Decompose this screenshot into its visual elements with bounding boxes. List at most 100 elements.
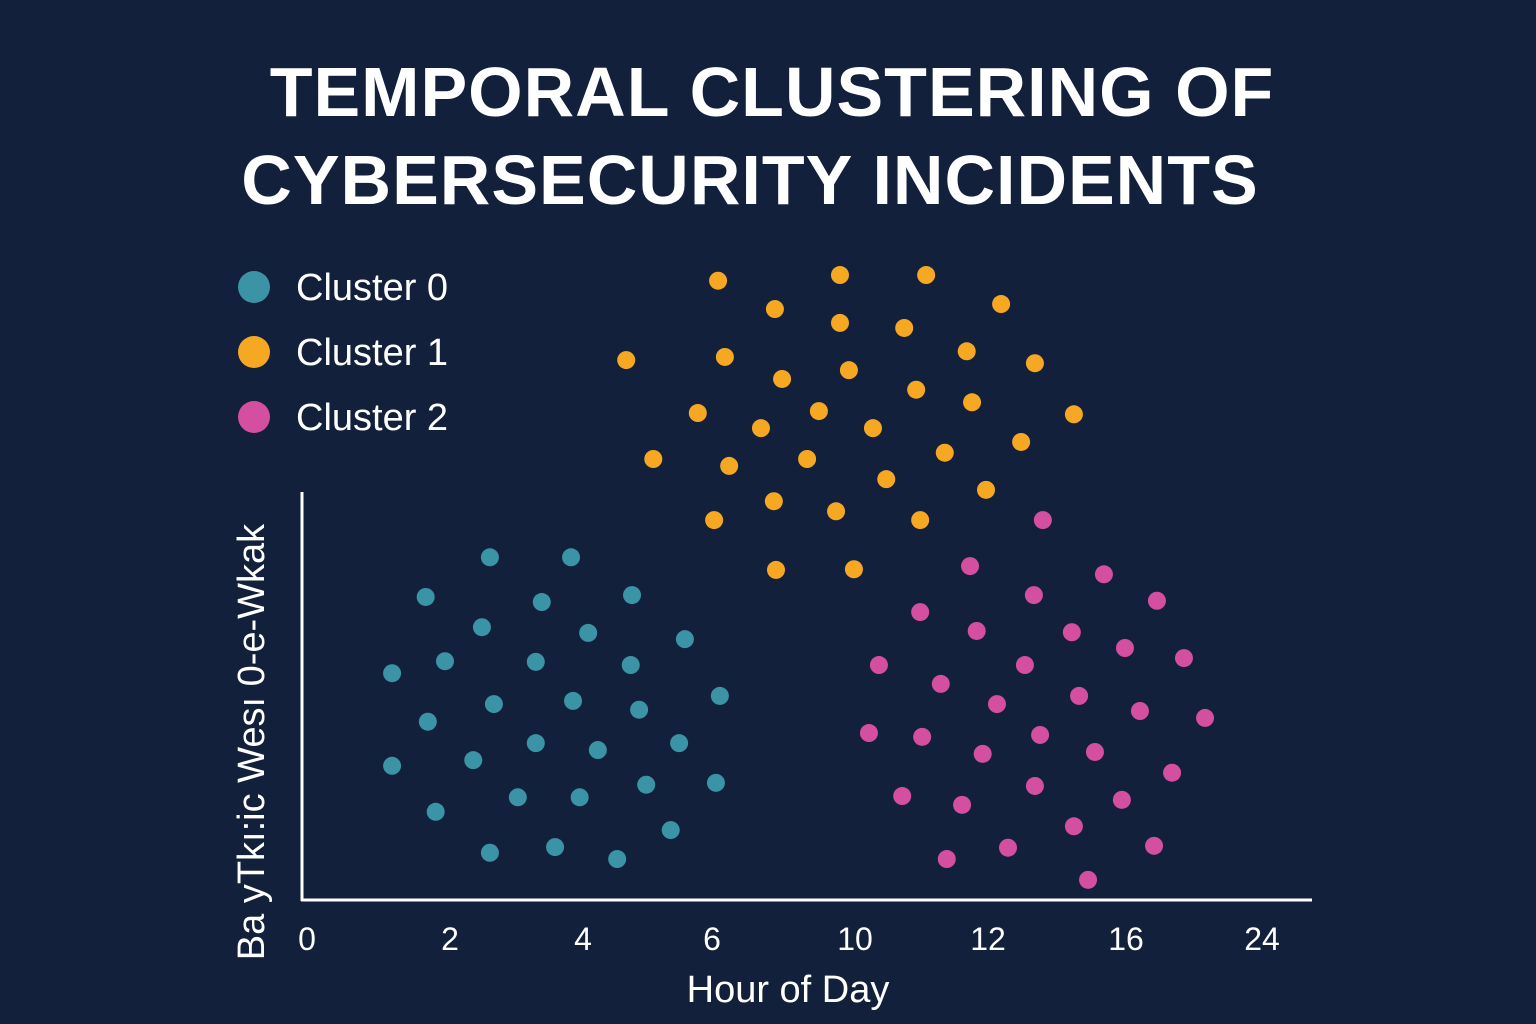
legend-label-cluster-2: Cluster 2 xyxy=(296,397,448,439)
x-tick-label: 10 xyxy=(837,921,873,957)
data-point-cluster-1 xyxy=(617,351,636,370)
data-point-cluster-0 xyxy=(484,695,503,714)
data-point-cluster-2 xyxy=(859,724,878,743)
data-point-cluster-0 xyxy=(418,712,437,731)
x-tick-label: 12 xyxy=(970,921,1006,957)
data-point-cluster-2 xyxy=(1070,686,1089,705)
data-point-cluster-2 xyxy=(931,674,950,693)
data-point-cluster-2 xyxy=(1024,586,1043,605)
data-point-cluster-1 xyxy=(911,511,930,530)
data-point-cluster-0 xyxy=(426,802,445,821)
data-point-cluster-2 xyxy=(1079,870,1098,889)
data-point-cluster-1 xyxy=(1012,432,1031,451)
data-point-cluster-2 xyxy=(987,695,1006,714)
x-tick-label: 4 xyxy=(574,921,592,957)
data-point-cluster-2 xyxy=(1033,511,1052,530)
data-point-cluster-2 xyxy=(1112,790,1131,809)
data-point-cluster-0 xyxy=(383,664,402,683)
data-point-cluster-2 xyxy=(1015,656,1034,675)
data-point-cluster-0 xyxy=(532,593,551,612)
data-point-cluster-2 xyxy=(1094,565,1113,584)
data-point-cluster-2 xyxy=(967,621,986,640)
data-point-cluster-0 xyxy=(661,821,680,840)
data-point-cluster-0 xyxy=(637,775,656,794)
data-point-cluster-1 xyxy=(764,492,783,511)
data-point-cluster-1 xyxy=(715,347,734,366)
data-point-cluster-1 xyxy=(830,313,849,332)
data-point-cluster-0 xyxy=(670,734,689,753)
data-point-cluster-1 xyxy=(709,271,728,290)
legend-label-cluster-0: Cluster 0 xyxy=(296,267,448,309)
legend: Cluster 0 Cluster 1 Cluster 2 xyxy=(238,267,448,439)
data-point-cluster-1 xyxy=(977,480,996,499)
data-point-cluster-1 xyxy=(765,300,784,319)
legend-marker-cluster-2 xyxy=(238,401,270,433)
data-point-cluster-1 xyxy=(798,450,817,468)
data-point-cluster-0 xyxy=(480,548,499,567)
data-point-cluster-2 xyxy=(911,603,930,622)
data-point-cluster-2 xyxy=(893,787,912,806)
data-point-cluster-1 xyxy=(917,266,936,285)
data-point-cluster-0 xyxy=(588,741,607,760)
y-axis-label: Ba yTkı:ic Wesı 0-e-Wkak xyxy=(231,523,273,960)
data-point-cluster-0 xyxy=(562,548,581,567)
data-point-cluster-1 xyxy=(895,318,914,337)
chart-title-line-1: TEMPORAL CLUSTERING OF xyxy=(270,53,1275,131)
data-point-cluster-0 xyxy=(579,623,598,642)
data-point-cluster-0 xyxy=(526,652,545,671)
data-point-cluster-2 xyxy=(1174,649,1193,668)
data-point-cluster-1 xyxy=(705,511,724,530)
data-point-cluster-1 xyxy=(644,450,663,468)
data-point-cluster-1 xyxy=(1025,354,1044,373)
data-point-cluster-1 xyxy=(863,419,882,438)
data-point-cluster-2 xyxy=(1062,623,1081,642)
data-point-cluster-0 xyxy=(675,630,694,649)
data-point-cluster-0 xyxy=(480,843,499,862)
data-point-cluster-0 xyxy=(608,850,627,869)
data-point-cluster-0 xyxy=(623,586,642,605)
x-tick-labels: 0 2 4 6 10 12 16 24 xyxy=(298,921,1280,957)
data-point-cluster-0 xyxy=(435,652,454,671)
data-point-cluster-0 xyxy=(383,756,402,775)
data-point-cluster-1 xyxy=(1064,405,1083,424)
data-point-cluster-2 xyxy=(1196,708,1215,727)
data-point-cluster-1 xyxy=(907,380,926,399)
data-point-cluster-2 xyxy=(1115,639,1134,657)
data-point-cluster-1 xyxy=(839,361,858,380)
data-point-cluster-1 xyxy=(773,369,792,388)
data-point-cluster-2 xyxy=(1025,776,1044,795)
data-point-cluster-2 xyxy=(953,795,972,814)
data-point-cluster-1 xyxy=(766,560,785,579)
data-point-cluster-0 xyxy=(464,751,483,770)
data-point-cluster-1 xyxy=(751,419,770,438)
data-point-cluster-2 xyxy=(1031,725,1050,744)
data-point-cluster-0 xyxy=(710,686,729,705)
data-point-cluster-2 xyxy=(1147,591,1166,610)
data-point-cluster-0 xyxy=(526,734,545,753)
data-point-cluster-1 xyxy=(809,402,828,421)
data-point-cluster-2 xyxy=(913,727,932,746)
data-point-cluster-0 xyxy=(570,788,589,807)
data-point-cluster-2 xyxy=(1163,763,1182,782)
data-point-cluster-1 xyxy=(877,470,896,489)
data-point-cluster-0 xyxy=(472,618,491,637)
x-tick-label: 16 xyxy=(1108,921,1144,957)
data-point-cluster-0 xyxy=(630,700,649,719)
data-point-cluster-1 xyxy=(720,456,739,475)
x-axis-label: Hour of Day xyxy=(687,969,890,1011)
legend-label-cluster-1: Cluster 1 xyxy=(296,332,448,374)
legend-marker-cluster-0 xyxy=(238,271,270,303)
data-point-cluster-0 xyxy=(416,587,435,606)
x-tick-label: 2 xyxy=(441,921,459,957)
data-points xyxy=(383,266,1215,889)
legend-marker-cluster-1 xyxy=(238,336,270,368)
chart-title-line-2: CYBERSECURITY INCIDENTS xyxy=(241,141,1258,219)
x-tick-label: 0 xyxy=(298,921,316,957)
data-point-cluster-1 xyxy=(827,502,846,521)
data-point-cluster-1 xyxy=(935,443,954,462)
data-point-cluster-2 xyxy=(1145,836,1164,855)
data-point-cluster-1 xyxy=(992,295,1011,314)
x-tick-label: 24 xyxy=(1244,921,1280,957)
